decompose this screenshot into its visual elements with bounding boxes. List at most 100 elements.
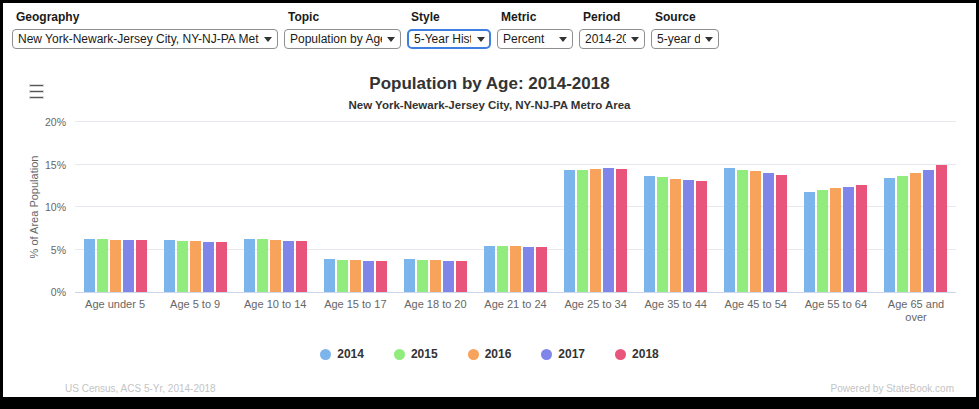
filter-geography: Geography New York-Newark-Jersey City, NY… [12, 10, 278, 49]
bar-2017 [203, 242, 214, 292]
bar-2018 [776, 175, 787, 292]
legend-item-2015[interactable]: 2015 [394, 347, 438, 361]
legend-label: 2016 [485, 347, 512, 361]
bar-group [556, 122, 636, 292]
bar-2017 [603, 168, 614, 292]
x-category-label: Age 25 to 34 [556, 298, 636, 324]
app-window: Geography New York-Newark-Jersey City, NY… [0, 0, 979, 409]
x-category-label: Age 35 to 44 [636, 298, 716, 324]
bar-2015 [417, 260, 428, 292]
legend-item-2018[interactable]: 2018 [615, 347, 659, 361]
bar-2018 [936, 165, 947, 293]
x-category-label: Age 55 to 64 [796, 298, 876, 324]
bar-2016 [110, 240, 121, 292]
geography-label: Geography [12, 10, 278, 24]
period-select[interactable]: 2014-2018 [579, 29, 645, 49]
filter-topic: TopicPopulation by Age [284, 10, 401, 49]
bar-2016 [750, 171, 761, 292]
bar-2017 [443, 261, 454, 292]
plot-area [75, 122, 956, 292]
bar-2018 [456, 261, 467, 292]
bar-2018 [216, 242, 227, 292]
legend-item-2017[interactable]: 2017 [541, 347, 585, 361]
filter-source: Source 5-year data [651, 10, 719, 49]
bar-group [876, 122, 956, 292]
bar-2014 [404, 259, 415, 292]
y-tick-label: 20% [45, 116, 66, 128]
bar-2014 [884, 178, 895, 292]
chart-subtitle: New York-Newark-Jersey City, NY-NJ-PA Me… [3, 99, 976, 111]
y-axis-ticks: 0%5%10%15%20% [3, 122, 66, 292]
bar-2018 [536, 247, 547, 292]
bar-2015 [657, 177, 668, 292]
source-select[interactable]: 5-year data [651, 29, 719, 49]
style-select[interactable]: 5-Year History [407, 29, 491, 49]
filter-toolbar: Geography New York-Newark-Jersey City, NY… [12, 10, 719, 49]
legend-label: 2015 [411, 347, 438, 361]
legend-item-2014[interactable]: 2014 [320, 347, 364, 361]
topic-select[interactable]: Population by Age [284, 29, 401, 49]
bar-2014 [244, 239, 255, 292]
bar-2016 [190, 241, 201, 292]
metric-label: Metric [497, 10, 573, 24]
bar-group [395, 122, 475, 292]
legend-label: 2017 [558, 347, 585, 361]
filter-period: Period 2014-2018 [579, 10, 645, 49]
style-label: Style [407, 10, 491, 24]
bar-2015 [737, 170, 748, 292]
bar-2018 [136, 240, 147, 292]
geography-select[interactable]: New York-Newark-Jersey City, NY-NJ-PA Me… [12, 29, 278, 49]
bar-group [235, 122, 315, 292]
x-category-label: Age 21 to 24 [475, 298, 555, 324]
bar-group [315, 122, 395, 292]
bar-2015 [257, 239, 268, 292]
bar-group [716, 122, 796, 292]
metric-select-wrap: Percent [497, 29, 573, 49]
bar-2017 [763, 173, 774, 292]
bar-2018 [376, 261, 387, 292]
bar-group [75, 122, 155, 292]
x-category-label: Age 18 to 20 [395, 298, 475, 324]
bar-2014 [724, 168, 735, 292]
filter-metric: Metric Percent [497, 10, 573, 49]
bar-2015 [497, 246, 508, 292]
bar-2015 [177, 241, 188, 292]
bar-2015 [817, 190, 828, 292]
chart-legend: 2014 2015 2016 2017 2018 [3, 347, 976, 361]
x-category-label: Age 15 to 17 [315, 298, 395, 324]
legend-marker-icon [615, 349, 626, 360]
legend-marker-icon [394, 349, 405, 360]
metric-select[interactable]: Percent [497, 29, 573, 49]
bar-2014 [84, 239, 95, 292]
legend-marker-icon [468, 349, 479, 360]
x-category-label: Age 5 to 9 [155, 298, 235, 324]
bar-2017 [123, 240, 134, 292]
bar-2016 [430, 260, 441, 292]
powered-by: Powered by StateBook.com [831, 383, 954, 394]
bar-2017 [523, 247, 534, 292]
filter-style: Style 5-Year History [407, 10, 491, 49]
y-tick-label: 10% [45, 201, 66, 213]
legend-marker-icon [541, 349, 552, 360]
style-select-wrap: 5-Year History [407, 29, 491, 49]
bar-2018 [696, 181, 707, 292]
bar-2016 [830, 188, 841, 292]
bar-2017 [363, 261, 374, 292]
source-select-wrap: 5-year data [651, 29, 719, 49]
bar-2017 [683, 180, 694, 292]
gridline-0 [75, 292, 956, 293]
x-category-label: Age 10 to 14 [235, 298, 315, 324]
legend-label: 2018 [632, 347, 659, 361]
chart-footer: US Census, ACS 5-Yr, 2014-2018 Powered b… [3, 383, 976, 394]
bar-2015 [897, 176, 908, 292]
bar-2014 [564, 170, 575, 292]
bar-groups [75, 122, 956, 292]
legend-item-2016[interactable]: 2016 [468, 347, 512, 361]
bar-2014 [804, 192, 815, 292]
period-label: Period [579, 10, 645, 24]
source-label: Source [651, 10, 719, 24]
bar-2018 [296, 241, 307, 292]
bar-2018 [616, 169, 627, 292]
topic-select-wrap: Population by Age [284, 29, 401, 49]
x-category-label: Age under 5 [75, 298, 155, 324]
